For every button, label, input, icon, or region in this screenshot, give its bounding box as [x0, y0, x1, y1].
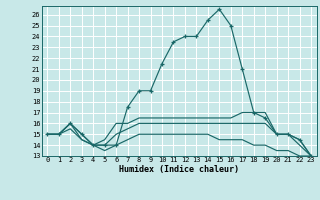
X-axis label: Humidex (Indice chaleur): Humidex (Indice chaleur): [119, 165, 239, 174]
